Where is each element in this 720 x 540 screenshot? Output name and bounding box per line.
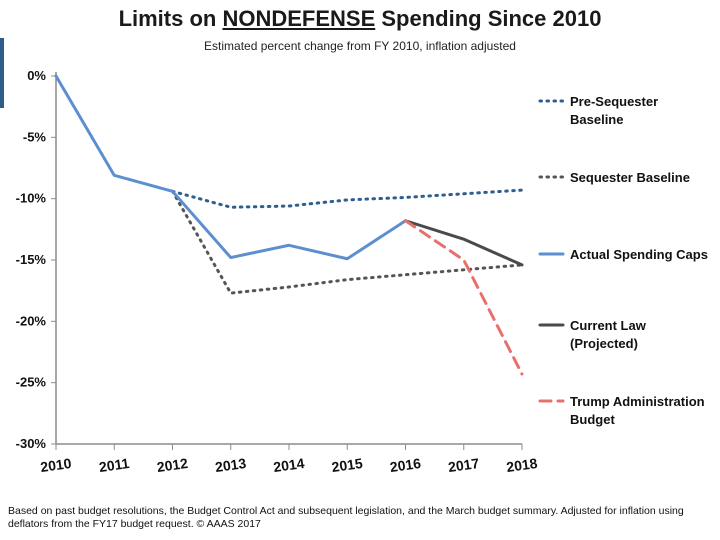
x-tick-label: 2012 <box>156 455 189 475</box>
series-line-pre-sequester-baseline <box>171 188 524 209</box>
y-tick-label: -25% <box>16 375 47 390</box>
series-lines <box>54 74 524 376</box>
legend-label: Trump Administration <box>570 394 705 409</box>
legend-label: Budget <box>570 412 615 427</box>
x-tick-label: 2017 <box>447 455 480 475</box>
x-tick-label: 2016 <box>389 455 422 475</box>
x-tick-label: 2013 <box>214 455 247 475</box>
series-line-trump-administration-budget <box>404 219 524 376</box>
legend-label: Baseline <box>570 112 623 127</box>
y-tick-label: -30% <box>16 436 47 451</box>
legend-label: (Projected) <box>570 336 638 351</box>
legend-label: Sequester Baseline <box>570 170 690 185</box>
y-tick-label: -20% <box>16 313 47 328</box>
title-prefix: Limits on <box>118 6 223 31</box>
y-tick-label: -5% <box>23 129 47 144</box>
series-line-current-law-projected <box>404 219 524 267</box>
y-tick-label: -15% <box>16 252 47 267</box>
x-tick-label: 2014 <box>272 455 305 475</box>
legend: Pre-Sequester Baseline Sequester Baseline A… <box>538 94 708 427</box>
footnote: Based on past budget resolutions, the Bu… <box>8 505 684 530</box>
axes <box>55 72 522 445</box>
title-suffix: Spending Since 2010 <box>375 6 602 31</box>
x-tick-label: 2015 <box>331 455 364 475</box>
chart-title: Limits on NONDEFENSE Spending Since 2010 <box>0 6 720 32</box>
series-line-actual-spending-caps <box>54 74 407 261</box>
x-tick-label: 2010 <box>39 455 72 475</box>
y-tick-label: -10% <box>16 191 47 206</box>
x-tick-label: 2011 <box>98 455 131 475</box>
y-axis-ticks: 0% -5% -10% -15% -20% -25% -30% <box>16 68 56 451</box>
x-axis-ticks: 2010 2011 2012 2013 2014 2015 2016 2017 2018 <box>39 444 539 475</box>
y-tick-label: 0% <box>27 68 46 83</box>
x-tick-label: 2018 <box>505 455 538 475</box>
legend-label: Pre-Sequester <box>570 94 658 109</box>
chart-subtitle: Estimated percent change from FY 2010, i… <box>204 39 516 53</box>
series-line-sequester-baseline <box>171 189 524 295</box>
legend-label: Actual Spending Caps <box>570 247 708 262</box>
left-accent-bar <box>0 38 4 108</box>
title-emphasis: NONDEFENSE <box>222 6 376 31</box>
legend-label: Current Law <box>570 318 647 333</box>
